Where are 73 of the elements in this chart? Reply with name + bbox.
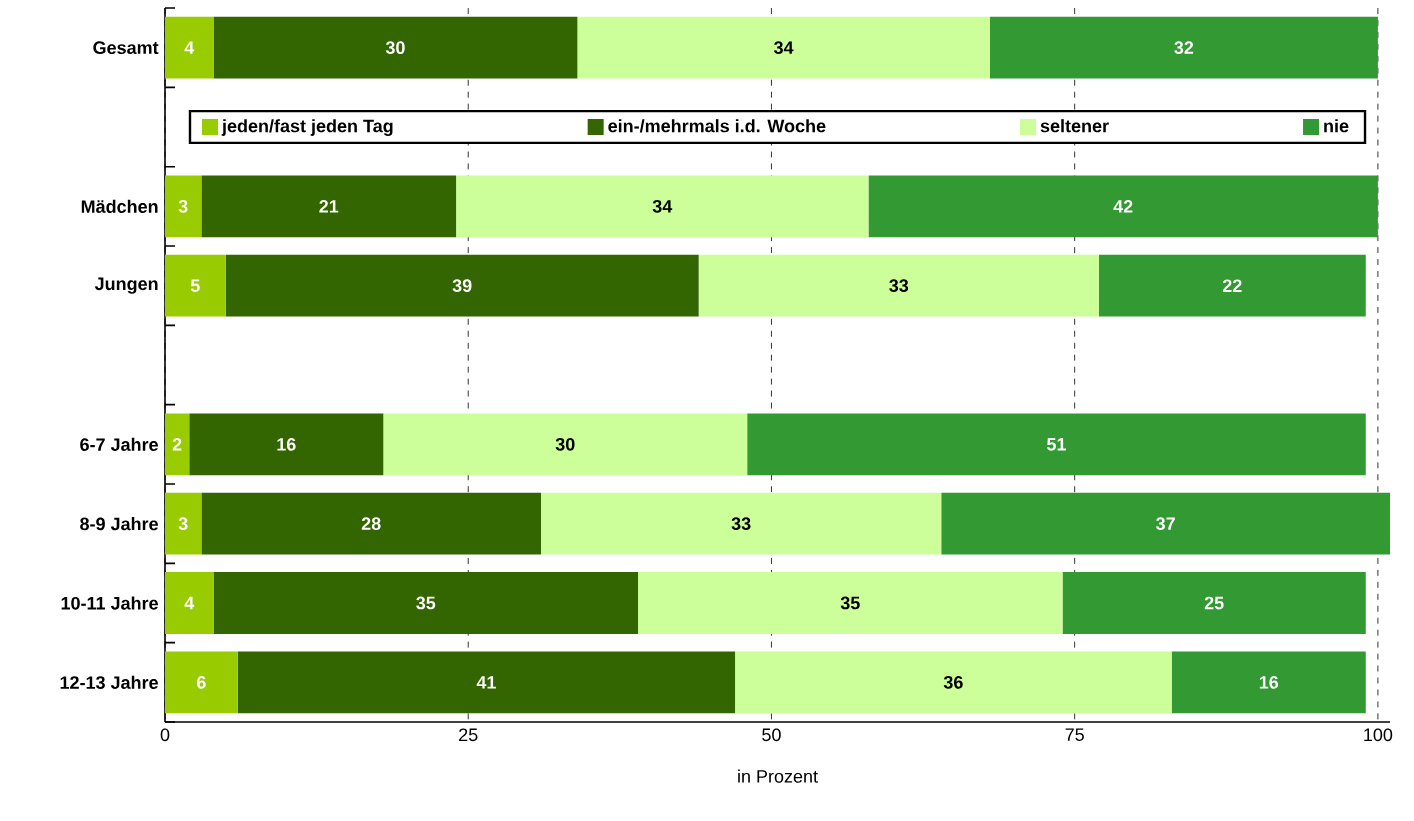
- bar: [1062, 572, 1366, 634]
- data-label: 4: [184, 41, 195, 54]
- bar: [165, 254, 226, 317]
- data-label: 4: [184, 596, 195, 610]
- legend-label: ein-/mehrmals i.d. Woche: [608, 119, 826, 133]
- bar: [1098, 254, 1366, 317]
- bar: [165, 492, 202, 555]
- data-label: 21: [319, 200, 339, 213]
- x-tick-label: 50: [762, 728, 781, 742]
- data-label: 32: [1174, 41, 1194, 55]
- bar: [747, 413, 1366, 476]
- bar: [165, 572, 214, 634]
- x-tick-label: 25: [459, 728, 478, 742]
- data-label: 42: [1113, 200, 1133, 213]
- data-label: 37: [1156, 517, 1175, 531]
- legend-label: seltener: [1040, 119, 1109, 133]
- data-label: 35: [416, 596, 436, 610]
- y-tick-label: 6-7 Jahre: [80, 437, 158, 451]
- bar: [201, 175, 457, 238]
- y-tick-label: Gesamt: [93, 41, 159, 55]
- data-label: 30: [555, 437, 575, 451]
- bar: [237, 651, 736, 714]
- data-label: 41: [476, 676, 496, 689]
- y-tick-label: Jungen: [94, 277, 158, 294]
- data-label: 25: [1204, 596, 1224, 610]
- data-label: 5: [190, 279, 200, 292]
- bar: [165, 413, 190, 476]
- legend-label: nie: [1324, 119, 1349, 133]
- bar: [213, 16, 578, 79]
- data-label: 16: [277, 437, 296, 451]
- data-label: 34: [773, 41, 794, 55]
- data-label: 34: [652, 199, 673, 213]
- bar: [989, 16, 1378, 79]
- bar: [1171, 651, 1366, 714]
- data-label: 39: [452, 279, 472, 293]
- bar: [698, 254, 1099, 317]
- data-label: 2: [172, 438, 182, 451]
- bar: [201, 492, 541, 555]
- y-tick-label: Mädchen: [81, 199, 158, 213]
- data-label: 22: [1222, 279, 1242, 292]
- bar: [941, 492, 1391, 555]
- data-label: 33: [889, 279, 909, 293]
- x-tick-label: 75: [1065, 728, 1084, 741]
- data-label: 33: [731, 517, 751, 531]
- data-label: 36: [943, 675, 963, 689]
- y-tick-label: 12-13 Jahre: [60, 675, 158, 689]
- bar: [638, 572, 1063, 634]
- x-tick-label: 100: [1364, 728, 1393, 742]
- bar: [735, 651, 1172, 714]
- bar: [213, 572, 639, 634]
- data-label: 3: [178, 199, 188, 213]
- bar: [541, 492, 942, 555]
- bar: [165, 175, 202, 238]
- data-label: 3: [178, 517, 188, 531]
- y-tick-label: 8-9 Jahre: [80, 517, 158, 531]
- bar: [165, 16, 214, 79]
- y-tick-label: 10-11 Jahre: [61, 596, 158, 610]
- data-label: 6: [197, 675, 206, 689]
- data-label: 30: [385, 41, 405, 55]
- bar: [868, 175, 1378, 238]
- legend-label: jeden/fast jeden Tag: [221, 119, 393, 136]
- bar: [189, 413, 384, 476]
- data-label: 35: [840, 596, 860, 610]
- x-tick-label: 0: [160, 728, 170, 742]
- bar: [577, 16, 990, 79]
- bar: [456, 175, 869, 238]
- data-label: 28: [361, 517, 381, 531]
- x-axis-title: in Prozent: [738, 769, 818, 783]
- data-label: 16: [1259, 675, 1279, 689]
- bar: [165, 651, 238, 714]
- bar: [225, 254, 699, 317]
- data-label: 51: [1047, 438, 1066, 451]
- bar: [383, 413, 748, 476]
